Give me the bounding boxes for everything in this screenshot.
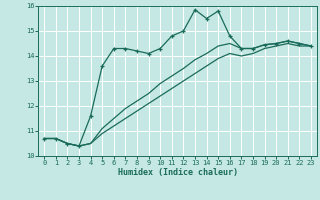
X-axis label: Humidex (Indice chaleur): Humidex (Indice chaleur) [118, 168, 238, 177]
